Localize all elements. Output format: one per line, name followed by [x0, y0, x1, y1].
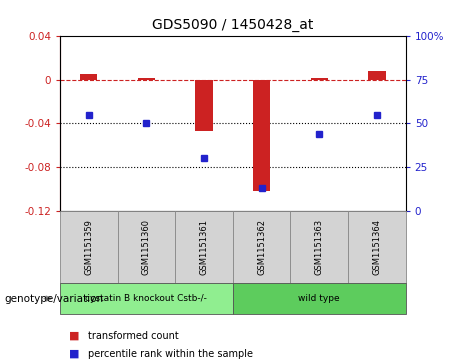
Bar	[311, 78, 328, 80]
Text: GSM1151362: GSM1151362	[257, 219, 266, 275]
FancyBboxPatch shape	[118, 211, 175, 283]
FancyBboxPatch shape	[233, 283, 406, 314]
Text: ■: ■	[69, 331, 80, 341]
Text: percentile rank within the sample: percentile rank within the sample	[88, 349, 253, 359]
Bar	[80, 74, 97, 80]
Bar	[195, 80, 213, 131]
Text: cystatin B knockout Cstb-/-: cystatin B knockout Cstb-/-	[85, 294, 207, 303]
Text: GSM1151363: GSM1151363	[315, 219, 324, 275]
Text: genotype/variation: genotype/variation	[5, 294, 104, 303]
Text: transformed count: transformed count	[88, 331, 178, 341]
Bar	[368, 71, 385, 80]
Title: GDS5090 / 1450428_at: GDS5090 / 1450428_at	[152, 19, 313, 33]
Bar	[253, 80, 270, 191]
FancyBboxPatch shape	[233, 211, 290, 283]
FancyBboxPatch shape	[348, 211, 406, 283]
FancyBboxPatch shape	[60, 283, 233, 314]
FancyBboxPatch shape	[60, 211, 118, 283]
Bar	[138, 78, 155, 80]
Text: GSM1151359: GSM1151359	[84, 219, 93, 275]
Text: GSM1151360: GSM1151360	[142, 219, 151, 275]
Text: GSM1151364: GSM1151364	[372, 219, 381, 275]
FancyBboxPatch shape	[290, 211, 348, 283]
Text: wild type: wild type	[298, 294, 340, 303]
Text: ■: ■	[69, 349, 80, 359]
Text: GSM1151361: GSM1151361	[200, 219, 208, 275]
FancyBboxPatch shape	[175, 211, 233, 283]
